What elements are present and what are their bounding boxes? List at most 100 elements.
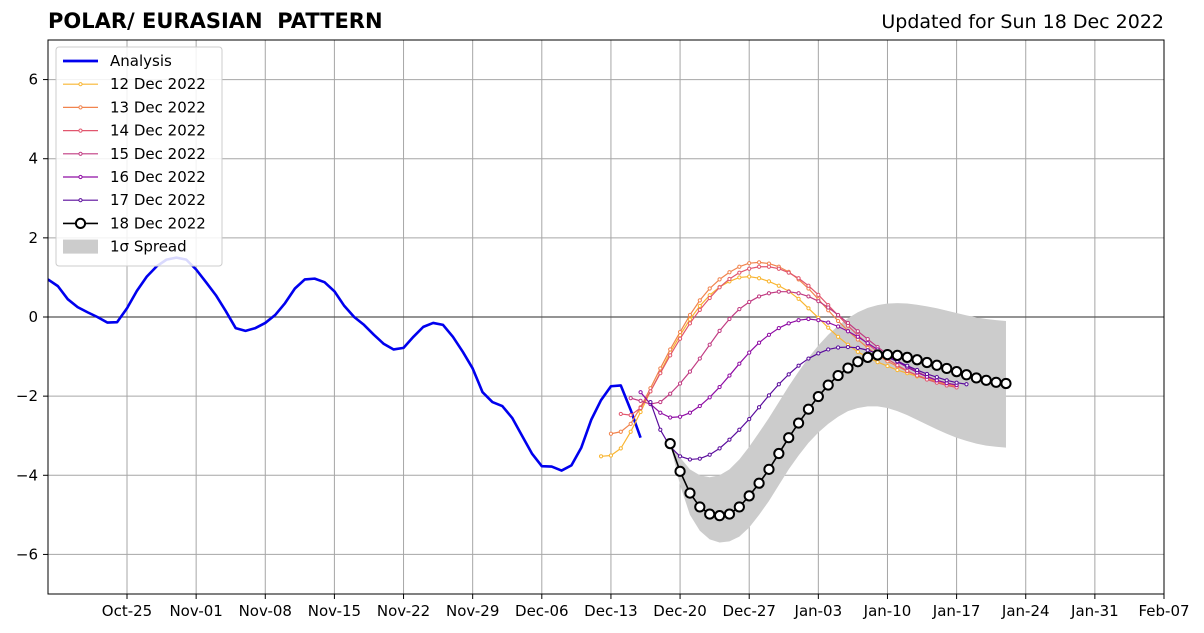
- data-point: [727, 270, 732, 275]
- data-point: [766, 264, 772, 269]
- data-point: [687, 317, 693, 322]
- y-tick-label: −4: [16, 466, 38, 484]
- legend-label: Analysis: [110, 52, 172, 70]
- data-point: [855, 334, 860, 339]
- data-point: [786, 270, 791, 275]
- data-point: [687, 312, 693, 318]
- data-point: [816, 299, 821, 304]
- data-point: [747, 350, 752, 355]
- data-point: [697, 307, 702, 312]
- data-point: [737, 361, 742, 366]
- x-tick-label: Nov-22: [377, 602, 430, 620]
- data-point: [855, 329, 860, 334]
- data-point: [835, 318, 841, 324]
- data-point: [832, 369, 844, 382]
- series-line: [48, 256, 642, 472]
- data-point: [776, 289, 781, 294]
- data-point: [717, 328, 722, 333]
- data-point: [743, 490, 755, 502]
- data-point: [638, 390, 643, 395]
- data-point: [608, 453, 614, 458]
- data-point: [753, 477, 765, 489]
- data-point: [648, 399, 653, 405]
- data-point: [763, 463, 775, 475]
- data-point: [862, 351, 874, 363]
- legend-label: 17 Dec 2022: [110, 191, 206, 209]
- data-point: [717, 384, 722, 390]
- legend-swatch-marker: [74, 217, 87, 229]
- data-point: [727, 276, 732, 282]
- data-point: [871, 349, 884, 361]
- data-point: [776, 266, 781, 271]
- data-point: [826, 325, 831, 330]
- data-point: [835, 345, 841, 350]
- data-point: [598, 454, 604, 459]
- data-point: [931, 359, 943, 371]
- data-point: [944, 378, 949, 383]
- data-point: [737, 306, 742, 312]
- data-point: [713, 510, 726, 522]
- data-point: [677, 336, 683, 341]
- data-point: [806, 283, 811, 288]
- data-point: [776, 283, 781, 288]
- data-point: [717, 277, 722, 282]
- data-point: [707, 342, 712, 347]
- data-point: [648, 389, 653, 394]
- data-point: [806, 294, 811, 299]
- data-point: [658, 371, 663, 376]
- data-point: [766, 291, 772, 296]
- y-tick-label: 4: [28, 150, 38, 168]
- data-point: [756, 294, 762, 299]
- data-point: [865, 348, 870, 353]
- data-point: [733, 501, 745, 513]
- y-tick-label: −6: [16, 545, 38, 563]
- data-point: [618, 446, 623, 451]
- data-point: [658, 366, 663, 371]
- legend-swatch-marker: [78, 105, 83, 110]
- data-point: [756, 340, 762, 345]
- data-point: [756, 405, 762, 410]
- data-point: [658, 410, 663, 415]
- x-tick-label: Jan-17: [932, 602, 981, 620]
- legend-label: 18 Dec 2022: [110, 214, 206, 232]
- data-point: [901, 351, 913, 363]
- data-point: [816, 351, 821, 356]
- data-point: [664, 438, 676, 450]
- y-tick-label: 0: [28, 308, 38, 326]
- legend-label: 16 Dec 2022: [110, 168, 206, 186]
- updated-label: Updated for Sun 18 Dec 2022: [881, 11, 1164, 33]
- data-point: [905, 363, 910, 368]
- data-point: [875, 360, 880, 365]
- data-point: [707, 395, 712, 400]
- data-point: [727, 316, 732, 322]
- data-point: [921, 356, 933, 369]
- data-point: [628, 429, 633, 434]
- data-point: [845, 320, 851, 326]
- data-point: [737, 264, 742, 269]
- data-point: [895, 367, 900, 373]
- data-point: [638, 409, 643, 415]
- data-point: [707, 452, 712, 457]
- data-point: [668, 353, 673, 358]
- legend-label: 13 Dec 2022: [110, 98, 206, 116]
- data-point: [694, 501, 706, 513]
- data-point: [845, 329, 851, 334]
- data-point: [855, 349, 860, 354]
- data-point: [826, 347, 831, 352]
- data-point: [668, 391, 673, 396]
- data-point: [756, 260, 762, 265]
- data-point: [687, 321, 693, 326]
- data-point: [776, 325, 781, 331]
- data-point: [954, 380, 959, 385]
- legend-swatch-spread: [63, 239, 98, 254]
- data-point: [891, 349, 903, 361]
- data-point: [628, 396, 633, 401]
- data-point: [727, 373, 732, 378]
- data-point: [747, 274, 752, 279]
- x-tick-label: Nov-01: [169, 602, 222, 620]
- data-point: [826, 320, 831, 325]
- x-tick-label: Dec-13: [584, 602, 638, 620]
- data-point: [905, 368, 910, 373]
- data-point: [668, 415, 673, 420]
